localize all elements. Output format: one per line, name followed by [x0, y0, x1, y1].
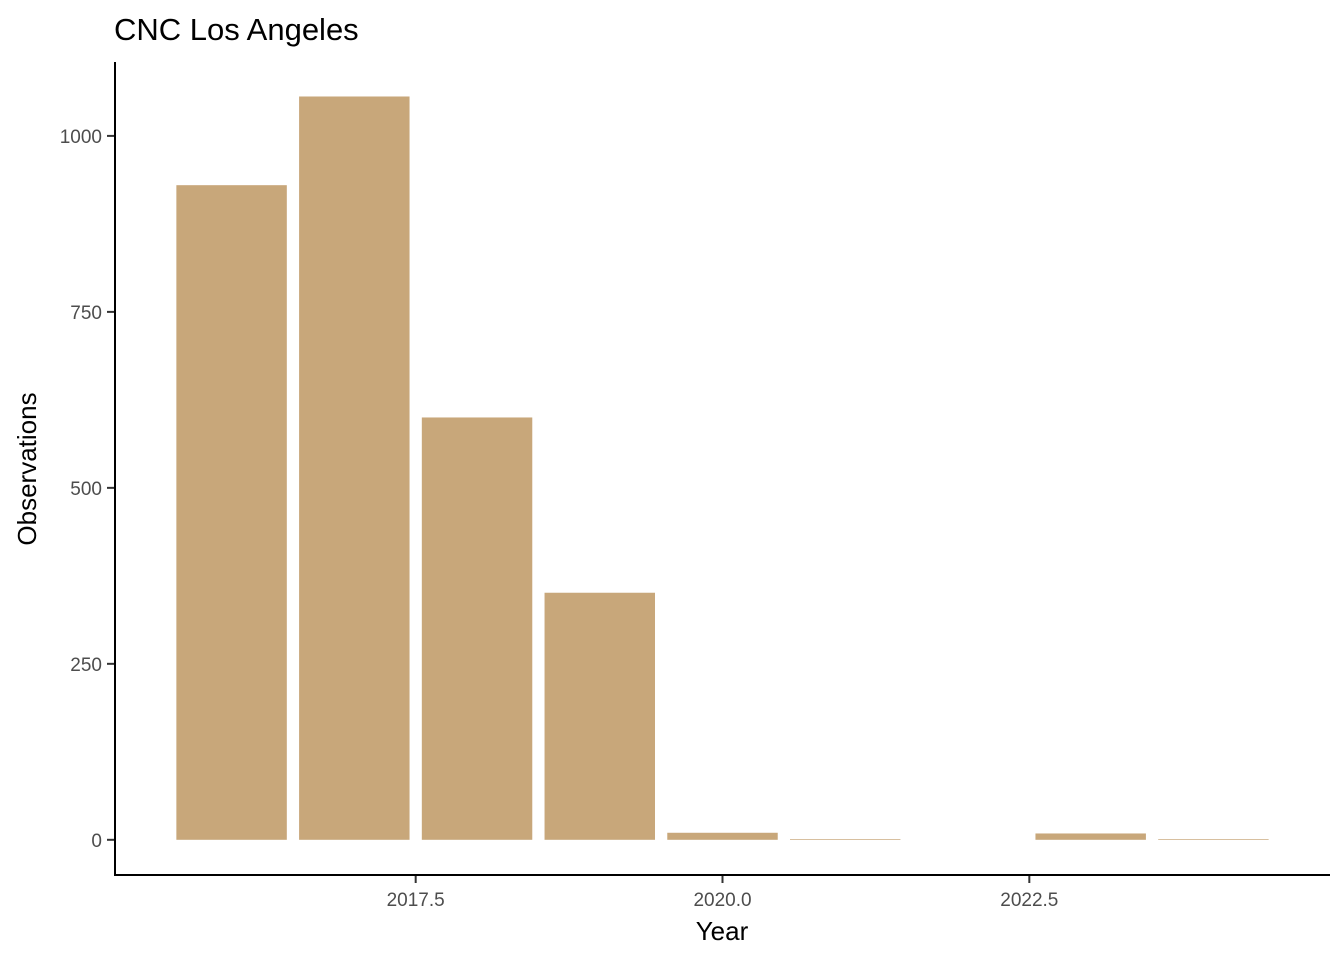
bar-2018 [421, 417, 533, 840]
y-tick-label: 1000 [60, 127, 102, 148]
y-ticks-group: 0 250 500 750 1000 [60, 127, 115, 852]
x-tick-label: 2022.5 [1000, 890, 1058, 911]
bar-2021 [790, 839, 901, 840]
bar-2017 [299, 96, 410, 840]
y-axis-title: Observations [12, 392, 42, 545]
y-tick-label: 0 [91, 831, 102, 852]
bar-2023 [1035, 833, 1146, 840]
chart-title: CNC Los Angeles [114, 12, 359, 47]
y-tick-label: 750 [70, 303, 102, 324]
bar-2019 [544, 592, 655, 840]
y-tick-label: 500 [70, 479, 102, 500]
bar-2016 [176, 185, 287, 840]
x-axis-title: Year [696, 916, 749, 946]
x-tick-label: 2020.0 [693, 890, 751, 911]
x-ticks-group: 2017.5 2020.0 2022.5 [387, 875, 1058, 911]
x-tick-label: 2017.5 [387, 890, 445, 911]
bars-group [176, 96, 1269, 840]
y-tick-label: 250 [70, 655, 102, 676]
bar-2020 [667, 832, 778, 840]
bar-2024 [1158, 839, 1269, 840]
